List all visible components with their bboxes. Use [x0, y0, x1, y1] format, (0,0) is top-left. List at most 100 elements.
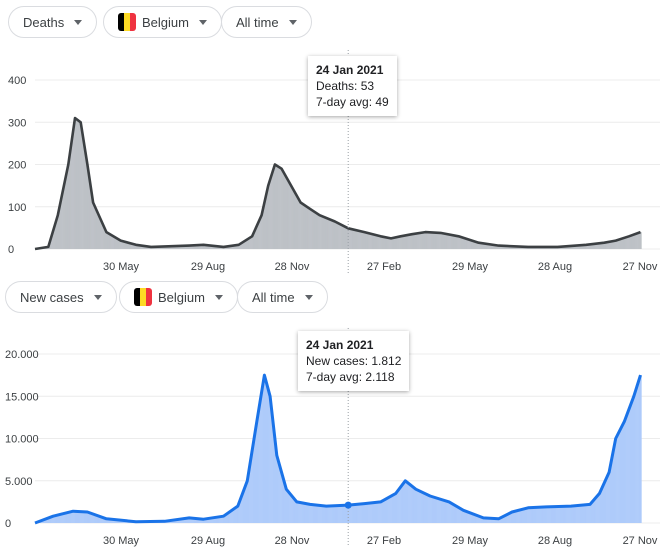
bar [200, 518, 202, 523]
bar [325, 217, 327, 249]
cases-chart[interactable]: 0 5.000 10.000 15.000 20.000 30 May 29 Aug 28 N… [0, 308, 666, 548]
x-tick-label: 28 Nov [275, 261, 310, 273]
bar [440, 232, 442, 249]
bar [561, 506, 563, 523]
bar [196, 245, 199, 249]
bar [274, 438, 277, 523]
bar [88, 170, 90, 249]
bar [568, 506, 570, 523]
bar [213, 517, 216, 523]
bar [583, 505, 585, 523]
bar [486, 518, 488, 523]
y-tick-label: 15.000 [5, 391, 39, 403]
bar [441, 233, 443, 249]
bar [186, 245, 188, 249]
bar [227, 246, 229, 249]
bar [105, 518, 107, 523]
bar [464, 238, 466, 249]
bar [214, 517, 217, 523]
bar [442, 499, 444, 523]
bar [499, 245, 501, 249]
bar [552, 506, 555, 523]
bar [357, 230, 359, 249]
bar [436, 232, 438, 249]
bar [327, 506, 329, 523]
bar [207, 245, 209, 249]
bar [410, 234, 412, 249]
bar [423, 232, 425, 249]
bar [303, 204, 305, 249]
bar [193, 518, 196, 523]
bar [108, 518, 110, 523]
bar [181, 518, 183, 523]
bar [429, 232, 431, 249]
range-dropdown[interactable]: All time [221, 6, 312, 38]
bar [65, 178, 67, 249]
bar [412, 234, 415, 249]
bar [504, 245, 506, 249]
bar [562, 506, 564, 523]
bar [432, 496, 435, 523]
bar [461, 237, 463, 249]
bar [579, 245, 581, 249]
bar [312, 504, 314, 523]
bar [421, 491, 423, 523]
bar [605, 242, 607, 249]
bar [484, 517, 486, 523]
bar [243, 241, 245, 249]
bar [573, 245, 576, 249]
bar [71, 144, 73, 249]
bar [215, 517, 218, 523]
bar [208, 518, 210, 523]
deaths-chart[interactable]: 0 100 200 300 400 30 May 29 Aug 28 Nov 27 Feb 29 … [0, 0, 666, 275]
bar [324, 505, 326, 523]
bar [332, 220, 334, 249]
bar [418, 233, 420, 249]
bar [481, 517, 483, 523]
bar [545, 506, 547, 523]
range-dropdown-2[interactable]: All time [237, 281, 328, 313]
bar [210, 245, 212, 249]
bar [508, 246, 510, 249]
bar [45, 519, 47, 523]
bar [67, 169, 69, 249]
bar [432, 232, 435, 249]
bar [302, 203, 304, 249]
y-tick-label: 400 [8, 75, 26, 87]
bar [506, 245, 508, 249]
metric-dropdown[interactable]: Deaths [8, 6, 98, 38]
bar [268, 389, 270, 523]
bar [183, 245, 185, 249]
bar [238, 503, 240, 523]
bar [602, 487, 604, 523]
bar [427, 232, 429, 249]
bar [633, 234, 636, 249]
bar [337, 222, 339, 249]
bar [294, 499, 297, 523]
bar [359, 504, 361, 523]
bar [361, 503, 363, 523]
bar [335, 222, 338, 249]
bar [472, 240, 475, 249]
bar [276, 165, 279, 249]
bar [69, 512, 71, 523]
bar [136, 244, 139, 249]
bar [488, 518, 490, 523]
bar [621, 238, 623, 249]
country-dropdown[interactable]: Belgium [103, 6, 222, 38]
avg-line [34, 116, 641, 251]
bar [283, 172, 285, 249]
bar [309, 504, 311, 523]
bar [261, 215, 263, 249]
bar [312, 210, 314, 249]
bar [461, 509, 463, 523]
bar [492, 518, 495, 523]
bar [638, 381, 640, 523]
bar [252, 451, 254, 523]
bar [614, 240, 616, 249]
bar [585, 504, 587, 523]
bar [361, 231, 363, 249]
metric-dropdown-2[interactable]: New cases [5, 281, 117, 313]
bar [213, 245, 215, 249]
bar [514, 511, 517, 523]
